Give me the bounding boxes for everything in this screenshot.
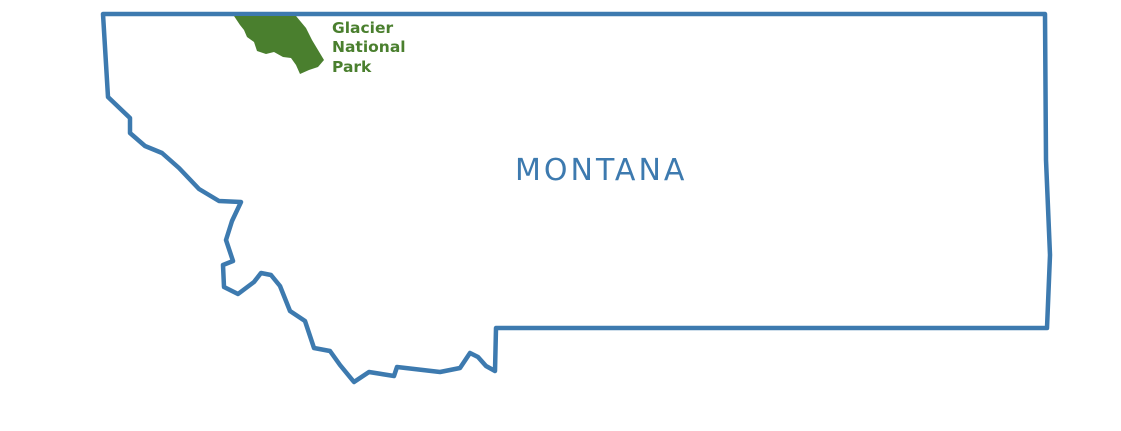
park-label-line-2: National — [332, 38, 406, 56]
state-name-label: MONTANA — [515, 153, 687, 188]
montana-state-outline — [100, 11, 1053, 385]
glacier-national-park-label: Glacier National Park — [332, 19, 411, 76]
glacier-national-park-shape — [234, 16, 324, 74]
park-label-line-1: Glacier — [332, 19, 394, 37]
park-label-line-3: Park — [332, 58, 372, 76]
